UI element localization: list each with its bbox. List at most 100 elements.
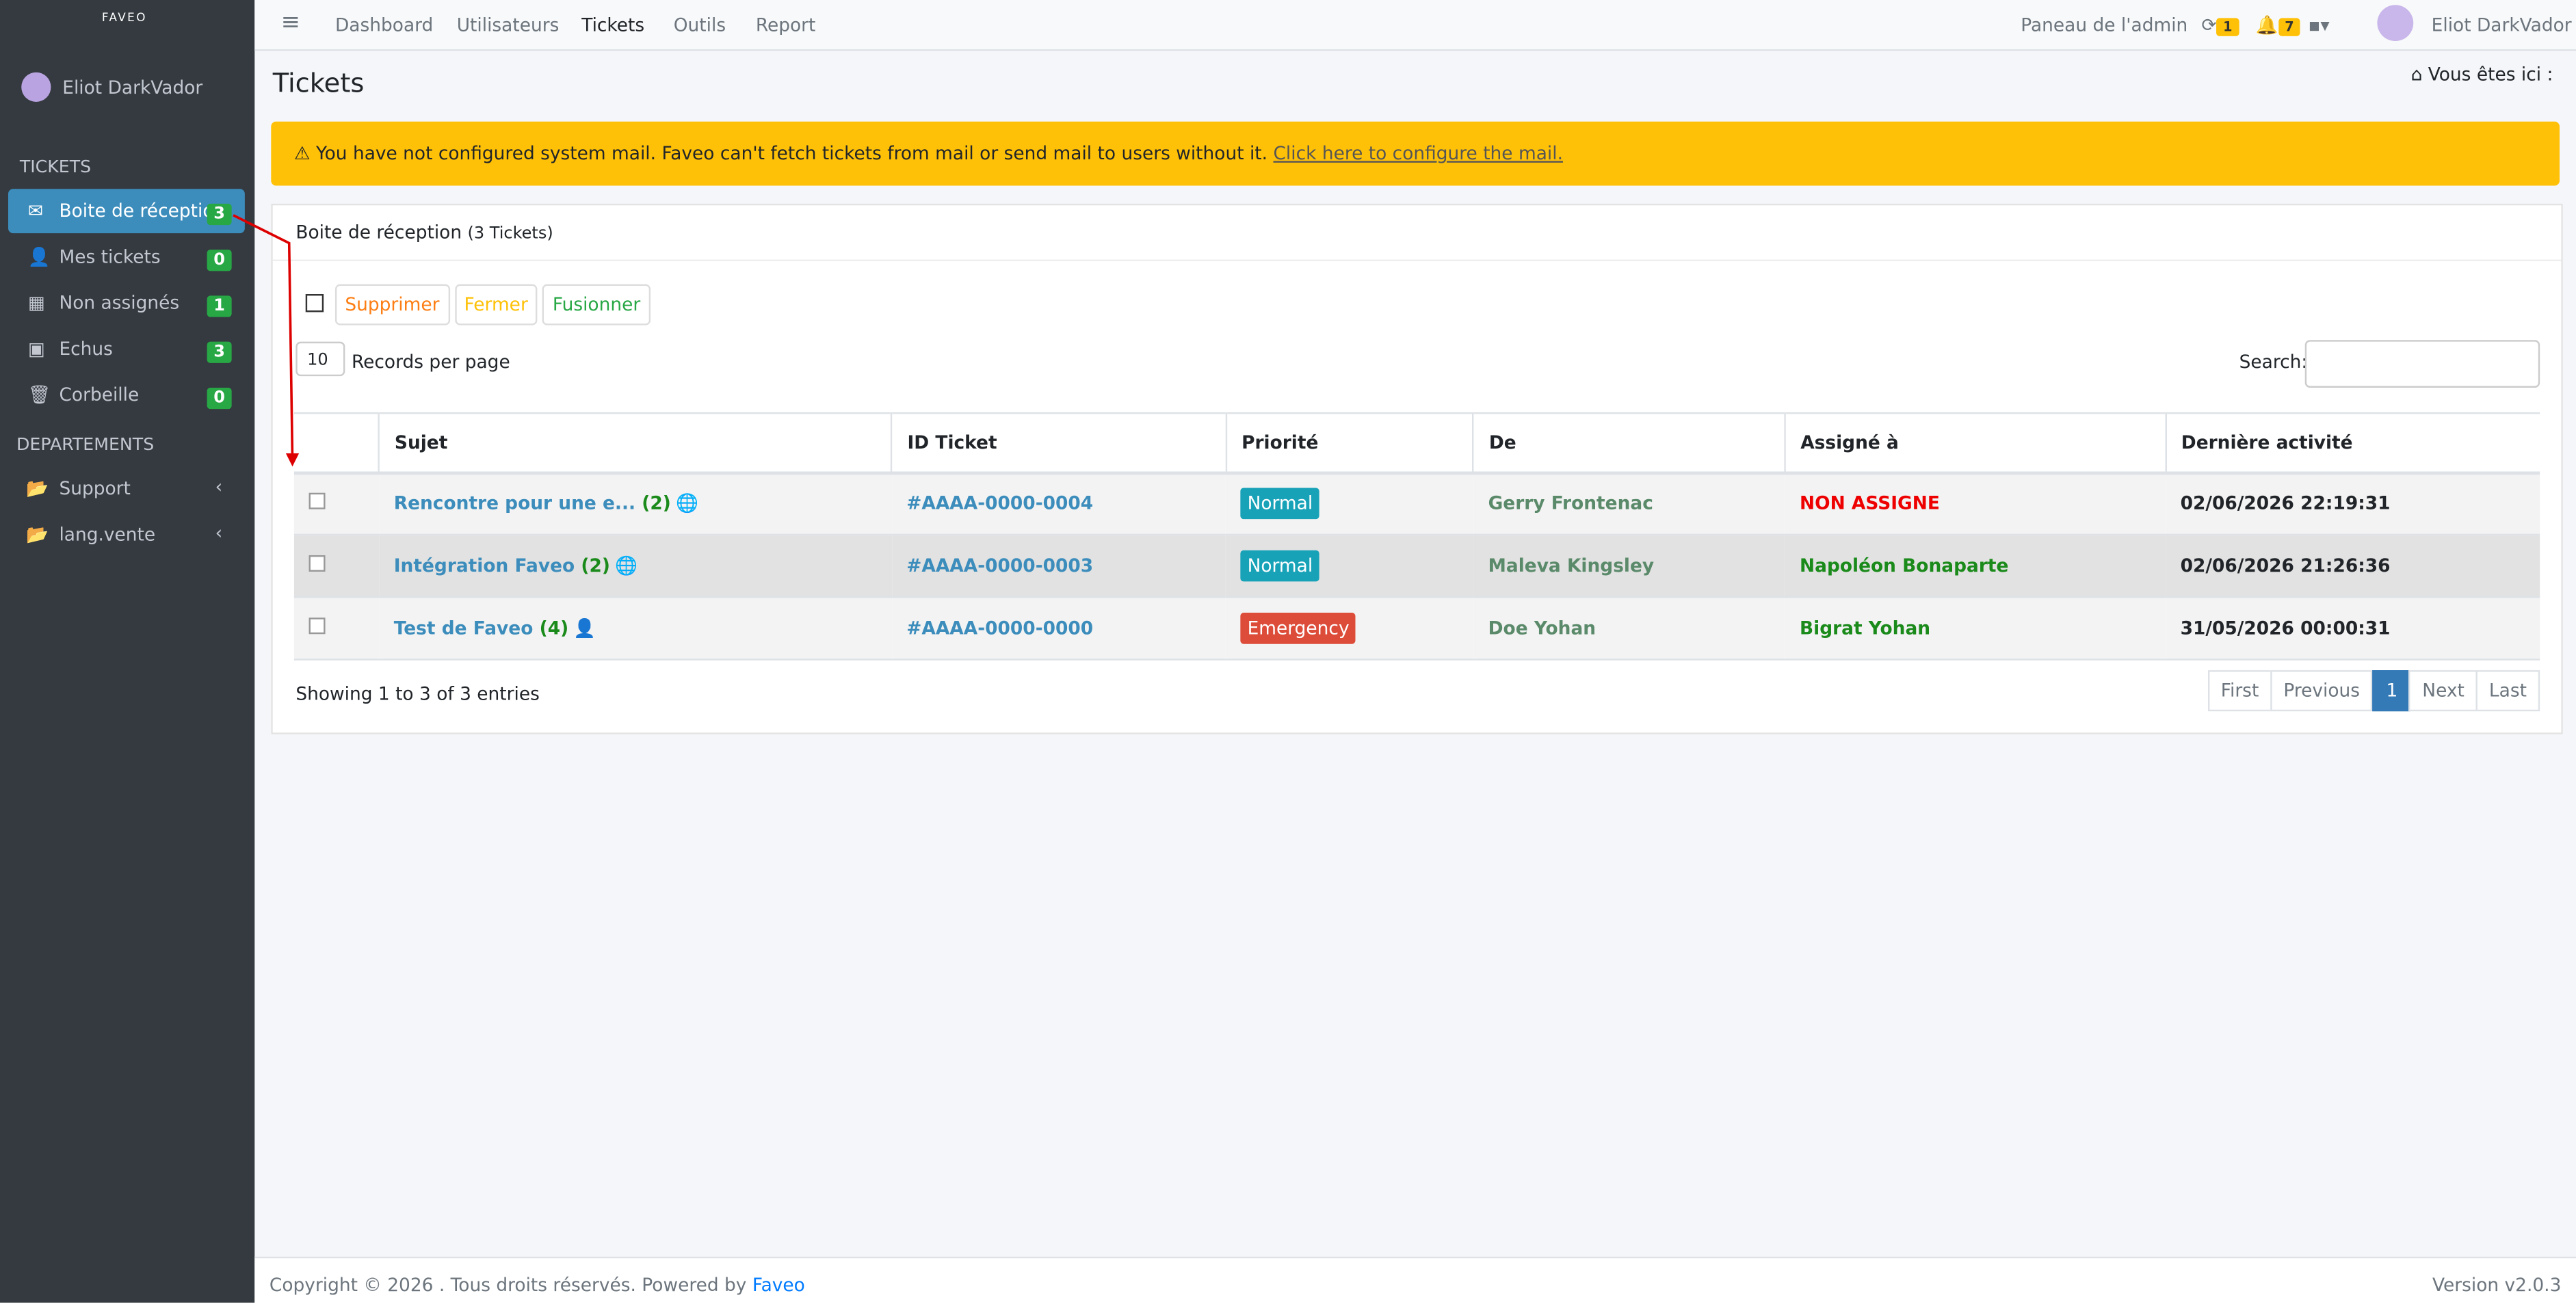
icon: 👤 bbox=[27, 246, 51, 268]
requester[interactable]: Maleva Kingsley bbox=[1488, 555, 1655, 577]
thread-count: (4) bbox=[539, 617, 569, 639]
nav-item[interactable]: ▣ Echus 3 bbox=[8, 327, 245, 371]
nav-label: Corbeille bbox=[59, 384, 140, 406]
assignee: Bigrat Yohan bbox=[1800, 617, 1931, 639]
ticket-id[interactable]: #AAAA-0000-0004 bbox=[906, 493, 1094, 515]
nav-count: 1 bbox=[207, 295, 232, 317]
subject-link[interactable]: Test de Faveo bbox=[393, 617, 534, 639]
icon: ▣ bbox=[27, 338, 45, 360]
menu-toggle[interactable]: ≡ bbox=[280, 10, 300, 36]
records-label: Records per page bbox=[351, 351, 510, 373]
nav-item[interactable]: ✉ Boite de réception 3 bbox=[8, 189, 245, 234]
title: Boite de réception bbox=[295, 222, 462, 243]
icon: ✉ bbox=[27, 200, 43, 222]
ticket-id[interactable]: #AAAA-0000-0003 bbox=[906, 555, 1094, 577]
priority-badge: Emergency bbox=[1240, 613, 1356, 644]
cell bbox=[294, 597, 379, 659]
table-info: Showing 1 to 3 of 3 entries bbox=[295, 683, 540, 705]
page-button[interactable]: First bbox=[2207, 670, 2272, 712]
priority-badge: Normal bbox=[1240, 488, 1319, 520]
select-all[interactable] bbox=[305, 294, 324, 312]
topnav: ≡ Paneau de l'admin ⟳ 1 🔔 7 ▪▾ Eliot DarkV… bbox=[254, 0, 2576, 51]
footer: Copyright © 2026 . Tous droits réservés.… bbox=[254, 1256, 2576, 1304]
cell: Rencontre pour une e... (2) 🌐 bbox=[379, 473, 892, 535]
nav-link[interactable]: Dashboard bbox=[334, 14, 434, 36]
sync-count: 1 bbox=[2216, 18, 2239, 36]
breadcrumb-text: Vous êtes ici : bbox=[2428, 64, 2553, 85]
department[interactable]: 📂 lang.vente ‹ bbox=[8, 513, 245, 557]
source-icon: 👤 bbox=[573, 617, 596, 639]
subject-link[interactable]: Intégration Faveo bbox=[393, 555, 575, 577]
footer-link[interactable]: Faveo bbox=[752, 1275, 805, 1296]
copyright-text: Copyright © 2026 . Tous droits réservés.… bbox=[269, 1275, 747, 1296]
icon: 🗑 bbox=[27, 384, 51, 406]
nav-link[interactable]: Utilisateurs bbox=[456, 14, 560, 36]
tickets-table: Sujet ID Ticket Priorité De Assigné à Dernièr… bbox=[293, 412, 2540, 661]
action-button[interactable]: Supprimer bbox=[334, 284, 449, 325]
annotation-arrow bbox=[233, 214, 300, 467]
page-button[interactable]: 1 bbox=[2373, 670, 2411, 712]
last-activity: 02/06/2026 21:26:36 bbox=[2180, 555, 2391, 577]
department[interactable]: 📂 Support ‹ bbox=[8, 466, 245, 511]
last-activity: 31/05/2026 00:00:31 bbox=[2180, 617, 2391, 639]
page-size[interactable]: 10 bbox=[295, 341, 345, 377]
page-title: Tickets bbox=[272, 67, 365, 99]
logo[interactable]: FAVEO bbox=[101, 11, 147, 25]
source-icon: 🌐 bbox=[615, 555, 638, 577]
subject-link[interactable]: Rencontre pour une e... bbox=[393, 493, 636, 515]
search-input[interactable] bbox=[2304, 340, 2540, 388]
ticket-id[interactable]: #AAAA-0000-0000 bbox=[906, 617, 1094, 639]
sidebar-user[interactable]: Eliot DarkVador bbox=[62, 77, 203, 99]
assignee: Napoléon Bonaparte bbox=[1800, 555, 2009, 577]
nav-link[interactable]: Outils bbox=[673, 14, 726, 36]
column-header[interactable]: Assigné à bbox=[1784, 413, 2166, 473]
column-header[interactable]: De bbox=[1472, 413, 1785, 473]
icon: ▦ bbox=[27, 292, 45, 314]
nav-link[interactable]: Report bbox=[755, 14, 816, 36]
assignee: NON ASSIGNE bbox=[1800, 493, 1940, 515]
avatar bbox=[2377, 5, 2414, 42]
nav-item[interactable]: 👤 Mes tickets 0 bbox=[8, 235, 245, 280]
row-checkbox[interactable] bbox=[308, 555, 326, 572]
avatar bbox=[21, 72, 51, 102]
icon: 📂 bbox=[26, 478, 49, 500]
column-header[interactable]: Sujet bbox=[378, 413, 892, 473]
page-button[interactable]: Next bbox=[2409, 670, 2478, 712]
row-checkbox[interactable] bbox=[308, 617, 326, 635]
action-button[interactable]: Fusionner bbox=[542, 284, 650, 325]
page-button[interactable]: Previous bbox=[2270, 670, 2374, 712]
icon: 📂 bbox=[26, 524, 49, 546]
section-title: DEPARTEMENTS bbox=[16, 435, 155, 455]
page-button[interactable]: Last bbox=[2475, 670, 2540, 712]
requester[interactable]: Doe Yohan bbox=[1488, 617, 1596, 639]
breadcrumb: ⌂ Vous êtes ici : bbox=[2410, 64, 2553, 85]
nav-item[interactable]: 🗑 Corbeille 0 bbox=[8, 373, 245, 417]
action-button[interactable]: Fermer bbox=[454, 284, 538, 325]
user-menu[interactable]: Eliot DarkVador bbox=[2431, 14, 2572, 36]
column-header[interactable]: ID Ticket bbox=[891, 413, 1226, 473]
copyright: Copyright © 2026 . Tous droits réservés.… bbox=[270, 1275, 805, 1296]
search-label: Search: bbox=[2239, 351, 2308, 373]
nav-label: Mes tickets bbox=[59, 246, 161, 268]
admin-link[interactable]: Paneau de l'admin bbox=[2021, 14, 2188, 36]
row-checkbox[interactable] bbox=[308, 493, 326, 510]
cell: Normal bbox=[1226, 473, 1473, 535]
chevron: ‹ bbox=[215, 522, 223, 544]
department-label: Support bbox=[59, 478, 131, 500]
requester[interactable]: Gerry Frontenac bbox=[1488, 493, 1653, 515]
department-label: lang.vente bbox=[59, 524, 156, 546]
nav-item[interactable]: ▦ Non assignés 1 bbox=[8, 281, 245, 325]
table-row: Intégration Faveo (2) 🌐 #AAAA-0000-0003 Nor… bbox=[293, 534, 2540, 598]
language[interactable]: ▪▾ bbox=[2308, 14, 2330, 36]
column-header[interactable]: Priorité bbox=[1225, 413, 1474, 473]
alert-text: You have not configured system mail. Fav… bbox=[316, 143, 1268, 165]
bell-count: 7 bbox=[2278, 18, 2301, 36]
nav-link[interactable]: Tickets bbox=[581, 14, 645, 36]
column-header[interactable]: Dernière activité bbox=[2164, 413, 2540, 473]
nav-count: 3 bbox=[207, 203, 232, 226]
alert-link[interactable]: Click here to configure the mail. bbox=[1273, 143, 1563, 165]
sync-icon[interactable]: ⟳ 1 bbox=[2201, 15, 2239, 36]
bell-icon[interactable]: 🔔 7 bbox=[2256, 15, 2301, 36]
